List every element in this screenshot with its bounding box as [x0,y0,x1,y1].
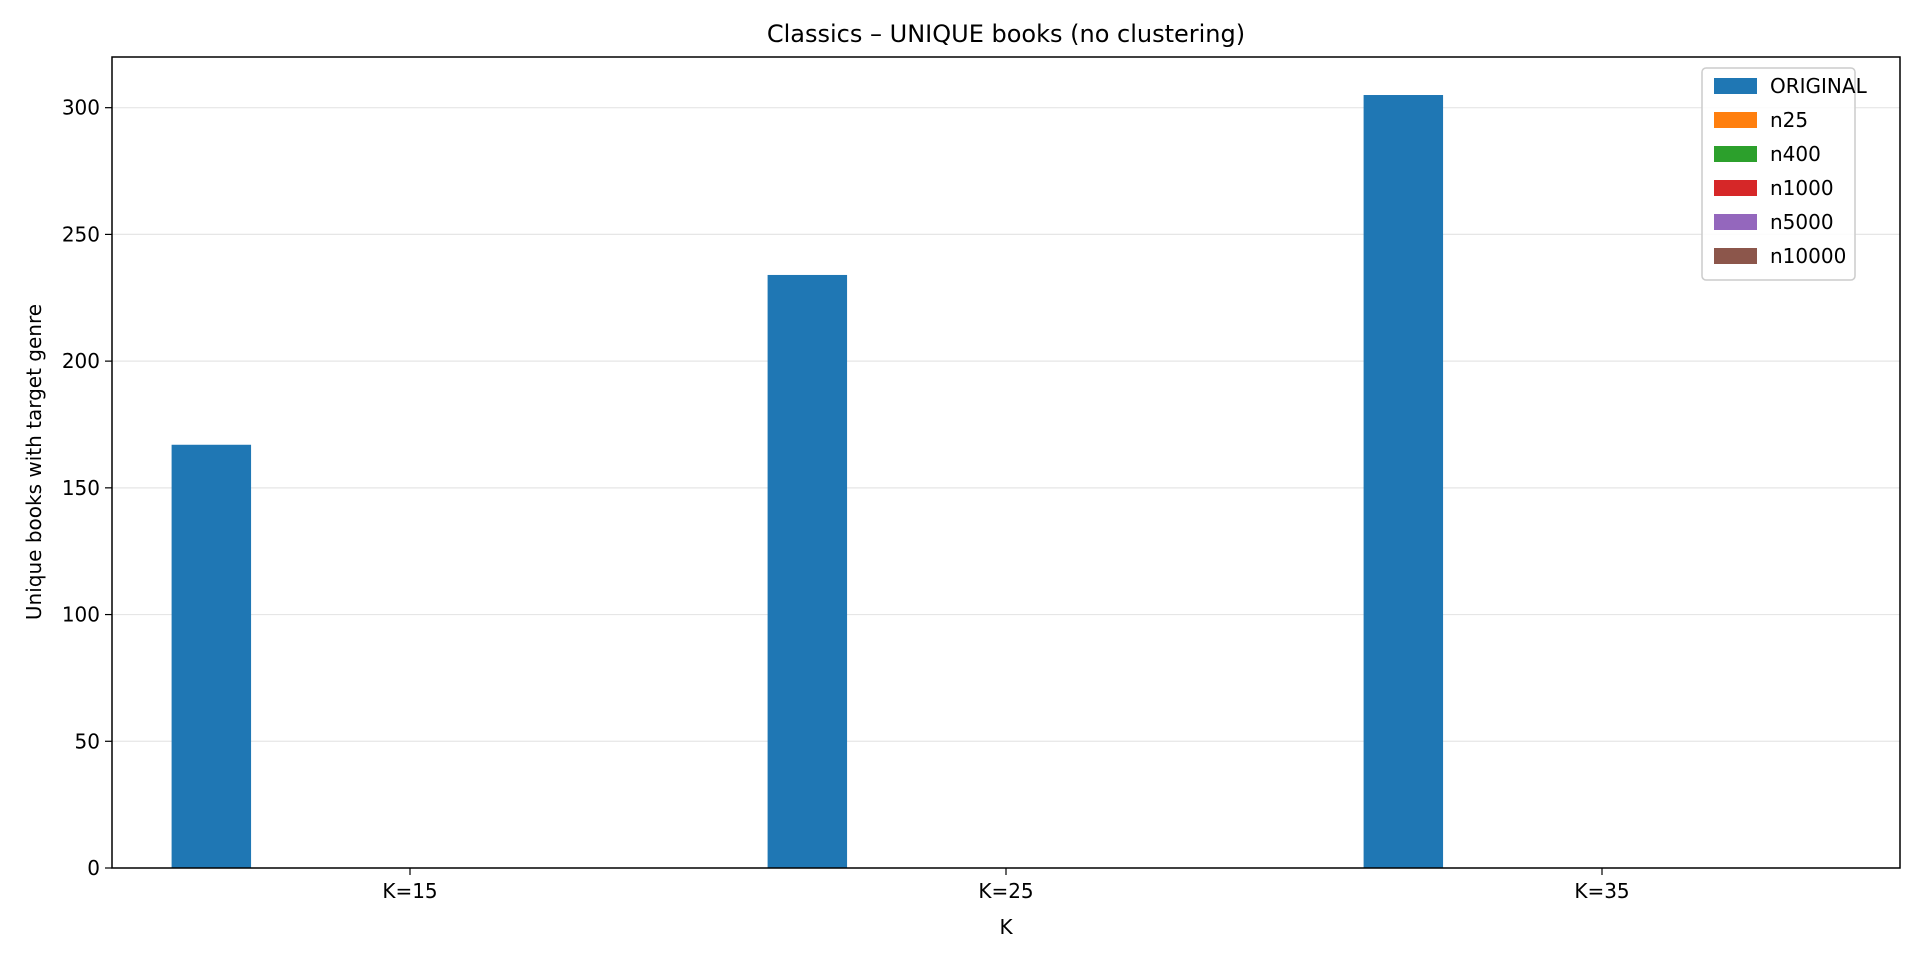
y-tick-label: 200 [62,349,100,373]
bar-ORIGINAL-K=25 [767,274,848,868]
y-tick-label: 150 [62,476,100,500]
legend-label: ORIGINAL [1770,74,1868,98]
x-axis-label: K [999,915,1013,939]
legend-label: n400 [1770,142,1821,166]
y-tick-label: 300 [62,96,100,120]
chart-title: Classics – UNIQUE books (no clustering) [767,20,1245,48]
y-tick-label: 50 [75,729,100,753]
legend: ORIGINAL n25 n400 n1000 n5000 n10000 [1701,67,1868,281]
x-tick-label: K=25 [978,879,1033,903]
legend-label: n1000 [1770,176,1834,200]
legend-swatch [1714,214,1757,230]
legend-swatch [1714,112,1757,128]
y-tick-label: 0 [87,856,100,880]
plot-frame [111,56,1901,869]
bar-ORIGINAL-K=15 [171,444,252,868]
y-tick-label: 100 [62,603,100,627]
x-tick-label: K=15 [382,879,437,903]
axis-layer: 0 50 100 150 200 250 300 K=15 K=25 K=35 [62,96,1630,903]
x-tick-label: K=35 [1574,879,1629,903]
grid-layer [112,107,1900,742]
legend-label: n10000 [1770,244,1846,268]
bar-layer [171,95,1444,868]
bar-ORIGINAL-K=35 [1363,95,1444,868]
y-tick-label: 250 [62,222,100,246]
legend-swatch [1714,180,1757,196]
legend-items: ORIGINAL n25 n400 n1000 n5000 n10000 [1714,74,1868,268]
y-axis-label: Unique books with target genre [22,304,46,620]
legend-swatch [1714,248,1757,264]
legend-swatch [1714,78,1757,94]
legend-swatch [1714,146,1757,162]
legend-label: n25 [1770,108,1808,132]
legend-label: n5000 [1770,210,1834,234]
